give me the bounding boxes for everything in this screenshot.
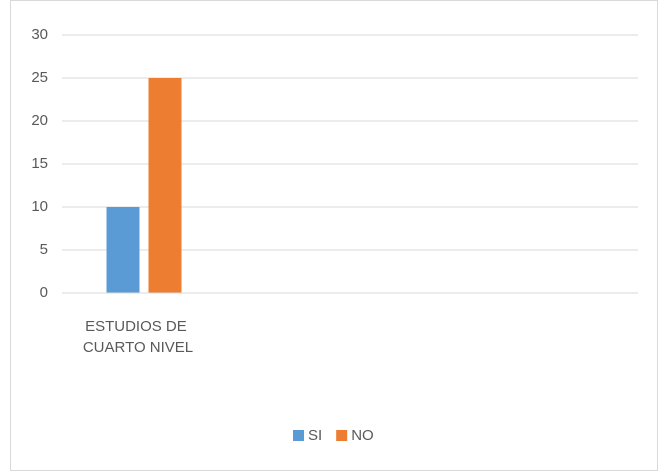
legend-swatch — [336, 430, 348, 441]
y-tick-label: 25 — [31, 69, 48, 86]
legend-label: SI — [308, 427, 322, 444]
y-tick-label: 15 — [31, 155, 48, 172]
y-tick-label: 10 — [31, 198, 48, 215]
y-tick-label: 30 — [31, 26, 48, 43]
y-tick-label: 20 — [31, 112, 48, 129]
legend-swatch — [293, 430, 304, 441]
legend-label: NO — [351, 427, 374, 444]
bar — [106, 207, 140, 293]
x-tick-label: ESTUDIOS DE CUARTO NIVEL — [83, 318, 193, 356]
y-tick-label: 0 — [40, 284, 48, 301]
bar — [148, 78, 182, 293]
y-tick-label: 5 — [40, 241, 48, 258]
